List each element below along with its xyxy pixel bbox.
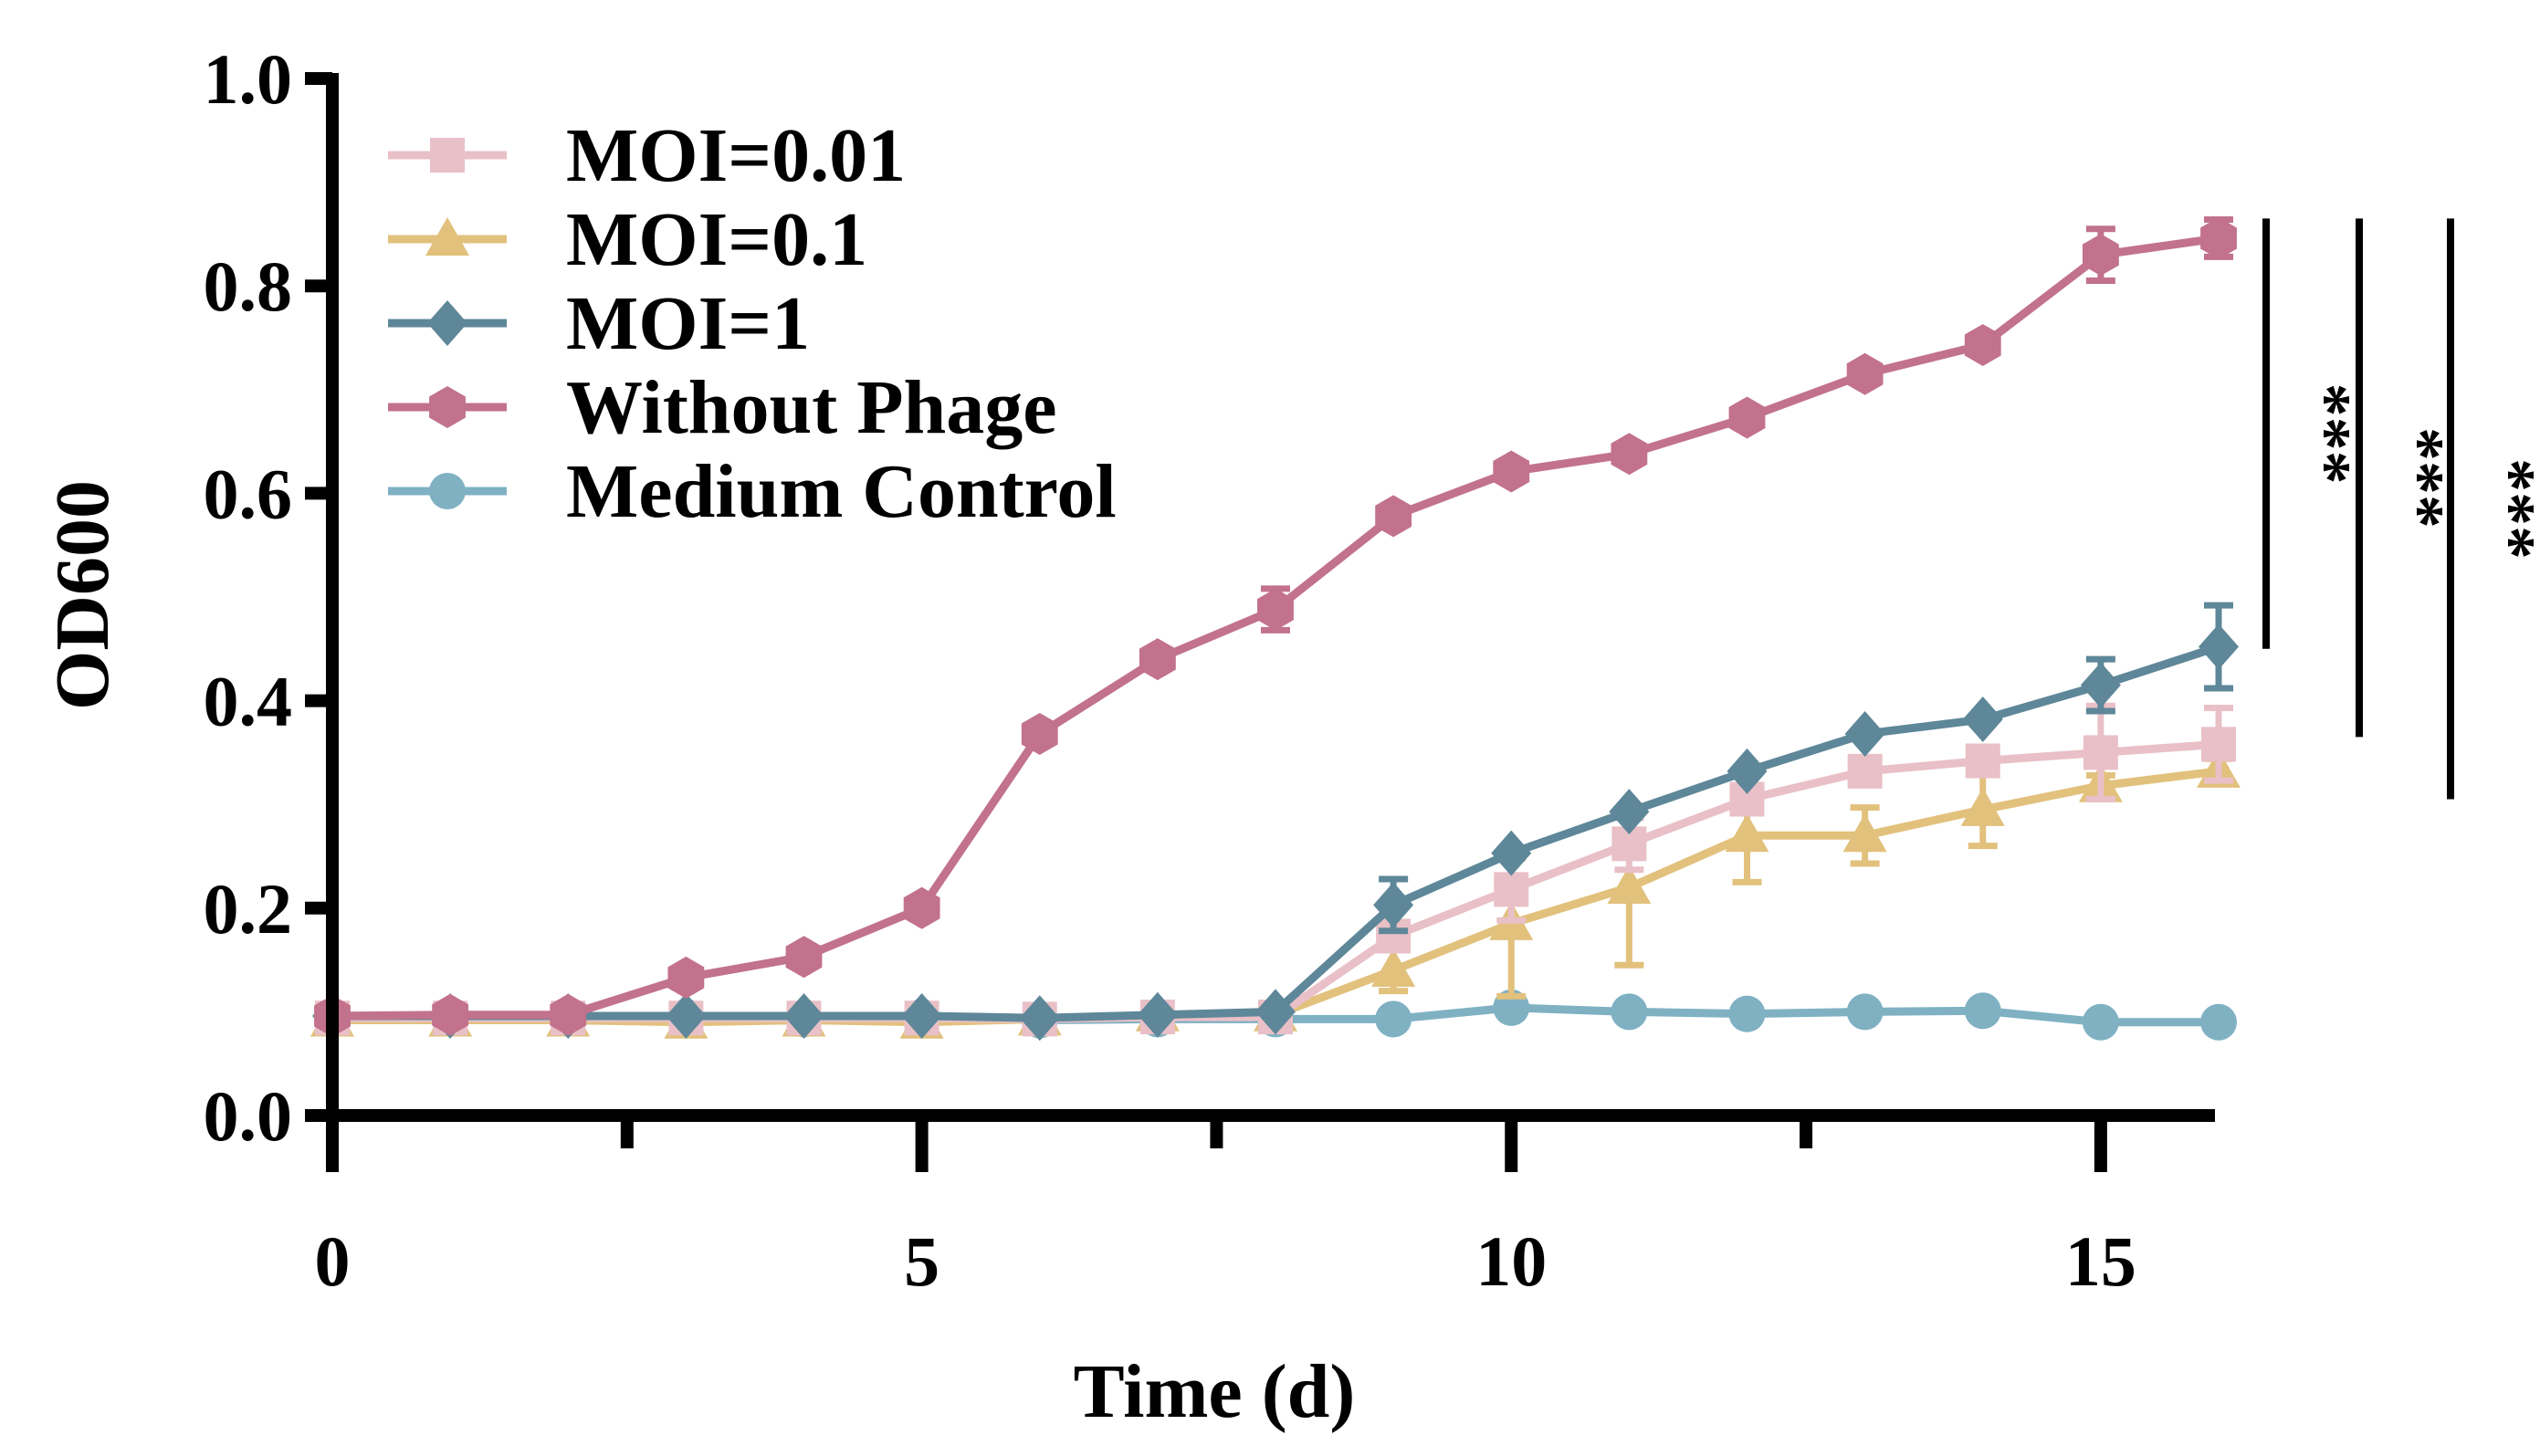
y-tick-label: 0.0 — [204, 1076, 293, 1156]
data-point — [1960, 787, 2005, 826]
series-moi-1 — [312, 602, 2239, 1042]
data-point — [2200, 216, 2237, 259]
x-tick-label: 10 — [1475, 1221, 1547, 1301]
significance-label: *** — [2382, 427, 2457, 529]
legend-marker — [429, 473, 466, 509]
data-point — [1964, 992, 2001, 1030]
data-point — [1611, 433, 1648, 476]
data-point — [1373, 882, 1414, 928]
legend-marker — [425, 217, 469, 256]
data-point — [2083, 735, 2118, 770]
legend-item-medium-control: Medium Control — [388, 449, 1117, 534]
data-point — [1609, 789, 1650, 835]
data-point — [1021, 712, 1058, 755]
legend-label: MOI=0.1 — [566, 197, 867, 282]
legend-label: Medium Control — [566, 449, 1117, 534]
data-point — [1019, 995, 1060, 1042]
data-point — [1137, 991, 1178, 1038]
data-point — [1846, 352, 1884, 395]
data-point — [1847, 753, 1883, 789]
data-point — [1371, 948, 1416, 987]
data-point — [432, 993, 469, 1036]
y-tick-label: 1.0 — [204, 39, 293, 119]
significance-marker: *** — [2356, 218, 2457, 738]
y-axis-title: OD600 — [40, 480, 125, 710]
y-tick-label: 0.2 — [204, 869, 293, 948]
data-point — [1611, 993, 1648, 1031]
series-line — [332, 739, 2220, 1023]
series-line — [332, 643, 2220, 1022]
data-point — [667, 956, 705, 999]
series-moi-0-01 — [315, 702, 2236, 1037]
data-point — [2082, 1003, 2119, 1041]
significance-label: *** — [2473, 458, 2540, 560]
y-tick-label: 0.6 — [204, 454, 293, 533]
data-point — [666, 992, 707, 1039]
legend-label: MOI=1 — [566, 281, 810, 366]
data-point — [1846, 993, 1884, 1031]
data-point — [1375, 1000, 1412, 1038]
data-point — [1728, 995, 1766, 1032]
significance-marker: *** — [2262, 218, 2364, 649]
data-point — [1965, 743, 2000, 779]
x-tick-label: 0 — [315, 1221, 351, 1301]
legend-marker — [430, 138, 465, 173]
series-layer — [310, 215, 2241, 1042]
data-point — [1727, 748, 1768, 794]
legend-item-moi-0-1: MOI=0.1 — [388, 197, 867, 282]
axes — [326, 73, 2215, 1122]
legend-marker — [427, 300, 467, 346]
x-tick-label: 15 — [2065, 1221, 2136, 1301]
legend-marker — [429, 386, 466, 428]
legend-item-moi-1: MOI=1 — [388, 281, 810, 366]
data-point — [2201, 727, 2236, 762]
x-axis-title: Time (d) — [1074, 1349, 1356, 1434]
data-point — [783, 992, 824, 1039]
significance-annotations: *** *** *** — [2262, 218, 2540, 800]
significance-marker: *** — [2447, 218, 2540, 800]
data-point — [1842, 813, 1887, 853]
legend-label: Without Phage — [566, 365, 1057, 450]
series-line — [332, 767, 2220, 1027]
significance-label: *** — [2289, 383, 2364, 485]
data-point — [1964, 323, 2001, 366]
tick-layer: 0.0 0.2 0.4 0.6 0.8 1.0 0 5 10 15 — [204, 39, 2136, 1301]
y-tick-label: 0.8 — [204, 246, 293, 326]
data-point — [901, 992, 942, 1039]
data-point — [2200, 1003, 2237, 1041]
data-point — [550, 993, 587, 1036]
y-tick-label: 0.4 — [204, 662, 293, 741]
data-point — [1844, 710, 1885, 757]
data-point — [2082, 234, 2119, 277]
data-point — [1725, 813, 1769, 853]
data-point — [2080, 662, 2121, 708]
legend-item-moi-0-01: MOI=0.01 — [388, 113, 906, 198]
x-tick-label: 5 — [904, 1221, 939, 1301]
series-without-phage — [314, 215, 2237, 1037]
data-point — [2199, 623, 2239, 670]
data-point — [785, 936, 823, 979]
data-point — [1494, 872, 1529, 907]
data-point — [1255, 989, 1296, 1035]
legend-label: MOI=0.01 — [566, 113, 906, 198]
data-point — [1375, 495, 1412, 538]
data-point — [1728, 396, 1766, 439]
data-point — [1962, 697, 2003, 743]
data-point — [1139, 638, 1176, 681]
data-point — [1257, 588, 1294, 631]
data-point — [903, 886, 940, 929]
data-point — [1607, 865, 1652, 905]
data-point — [1493, 450, 1530, 493]
data-point — [1491, 830, 1532, 876]
legend-item-without-phage: Without Phage — [388, 365, 1057, 450]
